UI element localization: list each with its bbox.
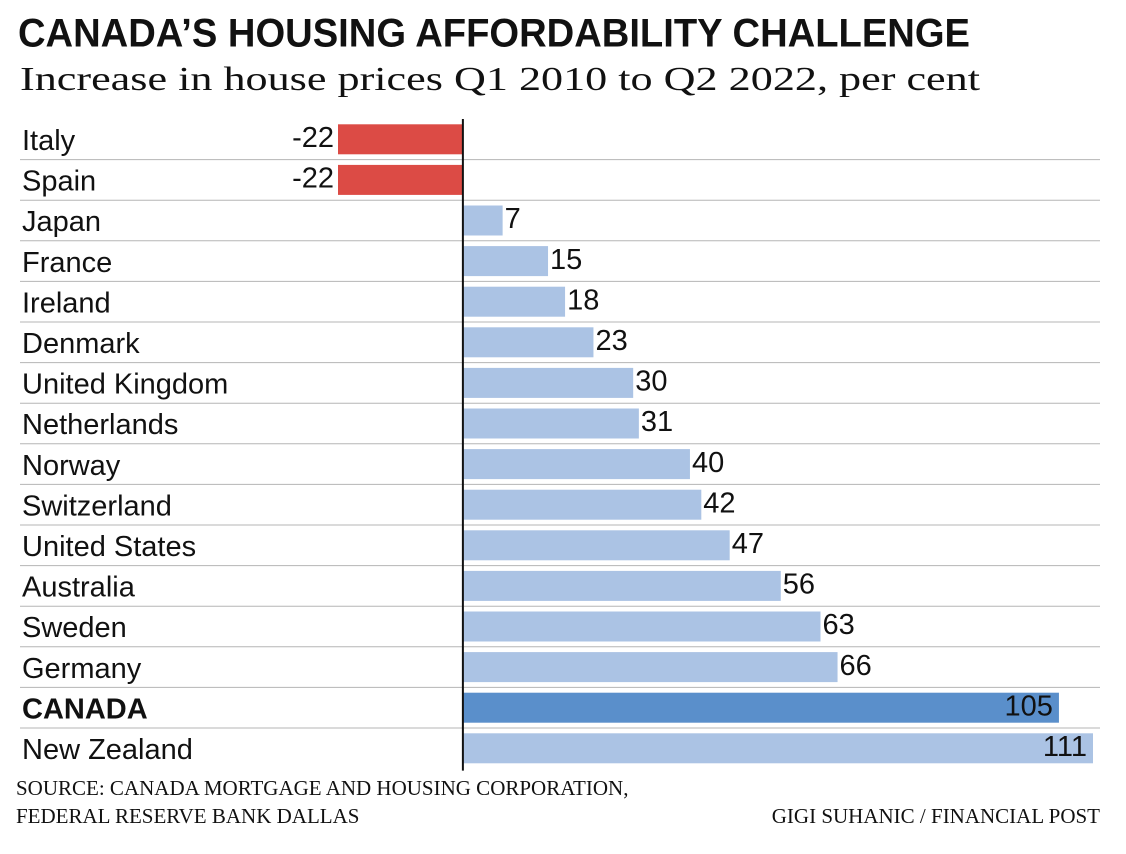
category-label: Ireland xyxy=(22,287,111,319)
category-label: Australia xyxy=(22,572,136,604)
source: FEDERAL RESERVE BANK DALLAS xyxy=(16,804,359,828)
category-label: France xyxy=(22,247,112,279)
source: SOURCE: CANADA MORTGAGE AND HOUSING CORP… xyxy=(16,776,628,800)
category-label: Netherlands xyxy=(22,409,178,441)
category-label: Sweden xyxy=(22,612,127,644)
category-label: Spain xyxy=(22,166,96,198)
value-label: 30 xyxy=(635,366,667,398)
category-label: Switzerland xyxy=(22,490,172,522)
value-label: 31 xyxy=(641,406,673,438)
value-label: 47 xyxy=(732,528,764,560)
bar xyxy=(462,692,1059,723)
category-label: United States xyxy=(22,531,196,563)
value-label: 63 xyxy=(823,609,855,641)
value-label: -22 xyxy=(292,122,334,154)
value-label: 105 xyxy=(1005,690,1053,722)
bar xyxy=(462,205,503,236)
value-label: 42 xyxy=(703,487,735,519)
chart-subtitle: Increase in house prices Q1 2010 to Q2 2… xyxy=(20,61,981,98)
bar xyxy=(462,408,639,439)
bar xyxy=(462,530,730,561)
bar xyxy=(462,246,549,277)
bar xyxy=(462,367,634,398)
bar xyxy=(462,286,566,317)
value-label: 66 xyxy=(840,650,872,682)
category-label: Italy xyxy=(22,125,76,157)
category-label: Norway xyxy=(22,450,121,482)
value-label: 7 xyxy=(505,203,521,235)
chart-title: CANADA’S HOUSING AFFORDABILITY CHALLENGE xyxy=(18,12,970,56)
value-label: 111 xyxy=(1043,731,1087,763)
plot: Italy -22 Spain -22 Japan 7 France 15 Ireland 18 D… xyxy=(20,119,1100,771)
bar xyxy=(462,489,702,520)
bar xyxy=(462,652,838,683)
value-label: 23 xyxy=(595,325,627,357)
bar xyxy=(462,733,1093,764)
bar xyxy=(462,449,690,480)
bar xyxy=(462,327,594,358)
bar xyxy=(338,124,463,155)
category-label: United Kingdom xyxy=(22,369,228,401)
value-label: 56 xyxy=(783,569,815,601)
value-label: 18 xyxy=(567,284,599,316)
value-label: -22 xyxy=(292,163,334,195)
category-label: Japan xyxy=(22,206,101,238)
category-label: Germany xyxy=(22,653,142,685)
bar xyxy=(462,611,821,642)
credit: GIGI SUHANIC / FINANCIAL POST xyxy=(772,804,1100,828)
category-label: CANADA xyxy=(22,693,148,725)
category-label: Denmark xyxy=(22,328,140,360)
category-label: New Zealand xyxy=(22,734,193,766)
bar xyxy=(462,570,781,601)
value-label: 15 xyxy=(550,244,582,276)
bar xyxy=(338,164,463,195)
value-label: 40 xyxy=(692,447,724,479)
